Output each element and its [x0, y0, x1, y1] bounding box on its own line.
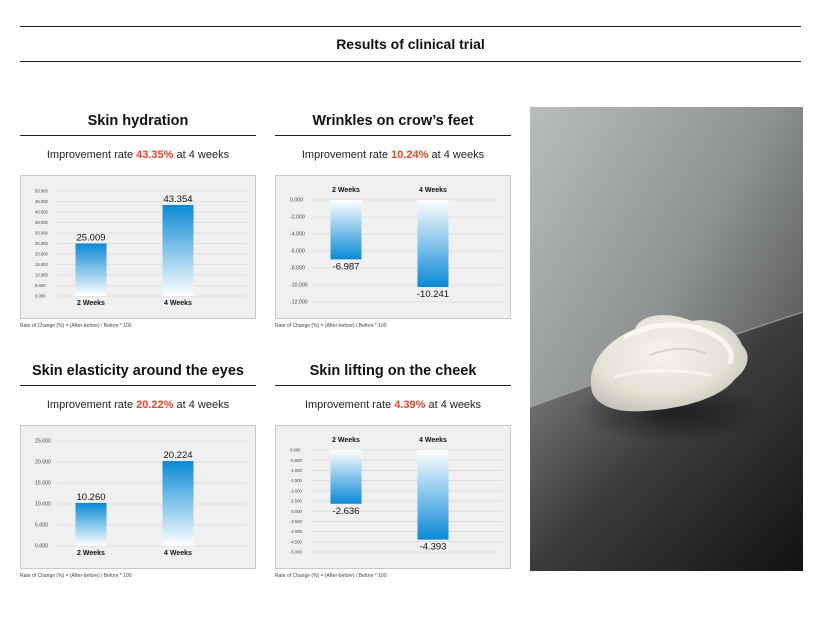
panel-title: Skin lifting on the cheek — [275, 357, 511, 386]
y-tick-label: -1.000 — [290, 468, 303, 473]
title-rule — [20, 61, 801, 62]
panel-title: Skin elasticity around the eyes — [20, 357, 256, 386]
value-label: -2.636 — [333, 506, 360, 517]
chart-area: 0.000 -2.000 -4.000 -6.000 -8.000 -10.000 -12.… — [275, 175, 511, 319]
bar — [75, 243, 107, 296]
top-rule — [20, 26, 801, 27]
value-label: 25.009 — [76, 232, 105, 243]
y-tick-label: 45.000 — [35, 199, 48, 204]
improvement-rate: 10.24% — [391, 149, 429, 161]
category-label: 4 Weeks — [419, 437, 447, 444]
y-tick-label: 25.000 — [35, 439, 51, 445]
improvement-text: Improvement rate 4.39% at 4 weeks — [275, 399, 511, 411]
y-tick-label: -4.000 — [290, 529, 303, 534]
improvement-prefix: Improvement rate — [46, 149, 134, 161]
improvement-prefix: Improvement rate — [46, 399, 134, 411]
improvement-prefix: Improvement rate — [304, 399, 392, 411]
y-tick-label: -2.000 — [290, 488, 303, 493]
value-label: 43.354 — [163, 194, 192, 205]
improvement-rate: 20.22% — [136, 399, 174, 411]
y-tick-label: 10.000 — [35, 273, 48, 278]
y-tick-label: 15.000 — [35, 262, 48, 267]
chart-area: 0.000 -0.500 -1.000 -1.500 -2.000 -2.500 -3.00… — [275, 425, 511, 569]
y-tick-label: 5.000 — [35, 523, 48, 529]
y-tick-label: 5.000 — [35, 283, 46, 288]
improvement-text: Improvement rate 20.22% at 4 weeks — [20, 399, 256, 411]
chart-area: 50.000 45.000 40.000 35.000 30.000 25.000 20.0… — [20, 175, 256, 319]
y-tick-label: -1.500 — [290, 478, 303, 483]
formula-note: Rate of Change (%) = (After-before) / Be… — [275, 323, 387, 329]
category-label: 2 Weeks — [332, 437, 360, 444]
y-tick-label: 0.000 — [290, 448, 301, 453]
y-tick-label: 0.000 — [35, 544, 48, 550]
page-title: Results of clinical trial — [336, 36, 485, 52]
y-tick-label: 15.000 — [35, 481, 51, 487]
category-label: 2 Weeks — [77, 550, 105, 557]
bar-chart: 25.000 20.000 15.000 10.000 5.000 0.000 10.260… — [35, 439, 247, 557]
y-tick-label: -12.000 — [290, 300, 308, 306]
formula-note: Rate of Change (%) = (After-before) / Be… — [20, 573, 132, 579]
improvement-prefix: Improvement rate — [301, 149, 389, 161]
bar — [75, 502, 107, 546]
y-tick-label: 35.000 — [35, 220, 48, 225]
category-label: 4 Weeks — [419, 187, 447, 194]
formula-note: Rate of Change (%) = (After-before) / Be… — [275, 573, 387, 579]
bar — [330, 450, 362, 504]
bar-chart: 0.000 -0.500 -1.000 -1.500 -2.000 -2.500 -3.00… — [290, 437, 502, 555]
improvement-suffix: at 4 weeks — [176, 399, 230, 411]
bar — [417, 450, 449, 540]
improvement-text: Improvement rate 43.35% at 4 weeks — [20, 149, 256, 161]
y-tick-label: -3.500 — [290, 519, 303, 524]
improvement-text: Improvement rate 10.24% at 4 weeks — [275, 149, 511, 161]
bar — [417, 200, 449, 288]
y-tick-label: -5.000 — [290, 550, 303, 555]
category-label: 2 Weeks — [77, 300, 105, 307]
value-label: -4.393 — [420, 542, 447, 553]
y-tick-label: -2.500 — [290, 499, 303, 504]
panel-title: Wrinkles on crow’s feet — [275, 107, 511, 136]
y-tick-label: 20.000 — [35, 460, 51, 466]
category-label: 2 Weeks — [332, 187, 360, 194]
y-tick-label: -2.000 — [290, 215, 305, 221]
value-label: -6.987 — [333, 261, 360, 272]
cream-swatch-image — [530, 107, 803, 571]
y-tick-label: 25.000 — [35, 241, 48, 246]
y-tick-label: 0.000 — [290, 198, 303, 204]
value-label: 20.224 — [163, 450, 192, 461]
y-tick-label: -6.000 — [290, 249, 305, 255]
y-tick-label: -4.000 — [290, 232, 305, 238]
value-label: 10.260 — [76, 492, 105, 503]
y-tick-label: 40.000 — [35, 210, 48, 215]
y-tick-label: -8.000 — [290, 266, 305, 272]
chart-area: 25.000 20.000 15.000 10.000 5.000 0.000 10.260… — [20, 425, 256, 569]
category-label: 4 Weeks — [164, 550, 192, 557]
y-tick-label: 10.000 — [35, 502, 51, 508]
y-tick-label: -4.500 — [290, 539, 303, 544]
panel-title: Skin hydration — [20, 107, 256, 136]
y-tick-label: 50.000 — [35, 189, 48, 194]
y-tick-label: -3.000 — [290, 509, 303, 514]
value-label: -10.241 — [417, 289, 449, 300]
bar-chart: 50.000 45.000 40.000 35.000 30.000 25.000 20.0… — [35, 189, 247, 307]
y-tick-label: -10.000 — [290, 283, 308, 289]
y-tick-label: 20.000 — [35, 252, 48, 257]
bar — [162, 204, 194, 296]
improvement-suffix: at 4 weeks — [176, 149, 230, 161]
improvement-suffix: at 4 weeks — [431, 149, 485, 161]
bar-chart: 0.000 -2.000 -4.000 -6.000 -8.000 -10.000 -12.… — [290, 187, 502, 306]
y-tick-label: 0.000 — [35, 294, 46, 299]
y-tick-label: 30.000 — [35, 231, 48, 236]
bar — [162, 461, 194, 546]
bar — [330, 200, 362, 260]
improvement-suffix: at 4 weeks — [428, 399, 482, 411]
product-cream-photo — [530, 107, 803, 571]
category-label: 4 Weeks — [164, 300, 192, 307]
y-tick-label: -0.500 — [290, 458, 303, 463]
improvement-rate: 43.35% — [136, 149, 174, 161]
improvement-rate: 4.39% — [394, 399, 426, 411]
formula-note: Rate of Change (%) = (After-before) / Be… — [20, 323, 132, 329]
